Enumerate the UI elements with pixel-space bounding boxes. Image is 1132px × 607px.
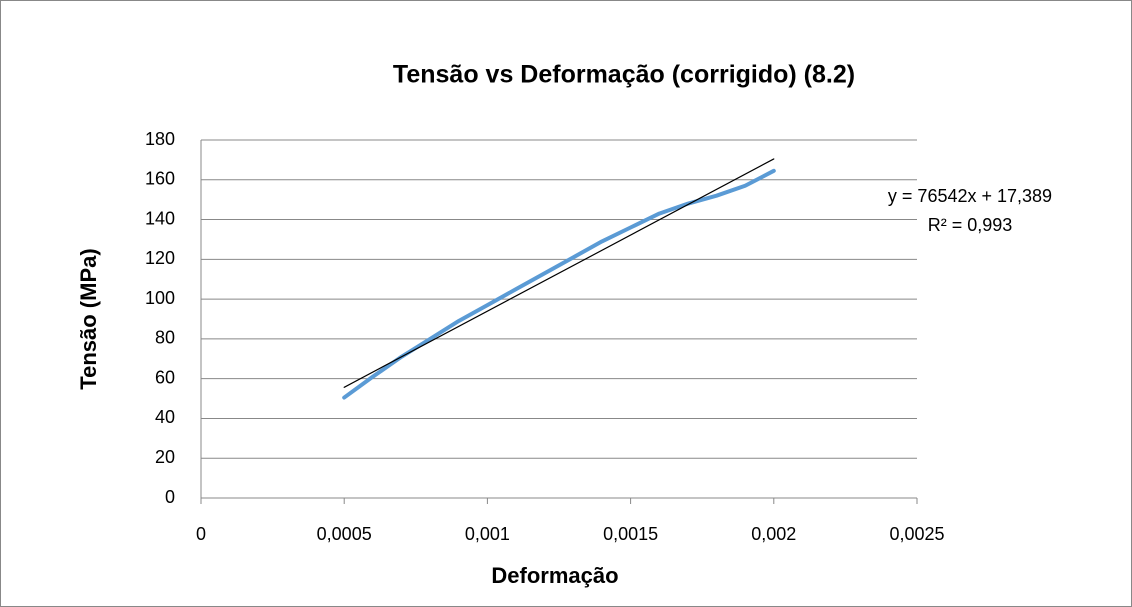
trendline (343, 158, 775, 388)
y-tick-label: 20 (155, 447, 175, 467)
x-tick-label: 0 (196, 524, 206, 544)
x-axis-title: Deformação (491, 563, 618, 588)
x-tick-label: 0,002 (751, 524, 796, 544)
chart-title: Tensão vs Deformação (corrigido) (8.2) (393, 61, 855, 89)
y-tick-label: 100 (145, 288, 175, 308)
x-tick-label: 0,0005 (317, 524, 372, 544)
x-tick-label: 0,0025 (889, 524, 944, 544)
y-tick-label: 60 (155, 367, 175, 387)
x-tick-label: 0,001 (465, 524, 510, 544)
trendline-equation: y = 76542x + 17,389 (888, 186, 1052, 206)
y-tick-label: 180 (145, 129, 175, 149)
y-axis-title: Tensão (MPa) (76, 248, 101, 389)
y-tick-label: 40 (155, 407, 175, 427)
y-tick-label: 120 (145, 248, 175, 268)
data-line (342, 168, 776, 400)
x-tick-label: 0,0015 (603, 524, 658, 544)
y-tick-label: 0 (165, 487, 175, 507)
y-tick-label: 80 (155, 328, 175, 348)
trendline-r2: R² = 0,993 (928, 215, 1013, 235)
y-tick-label: 160 (145, 169, 175, 189)
y-tick-label: 140 (145, 208, 175, 228)
